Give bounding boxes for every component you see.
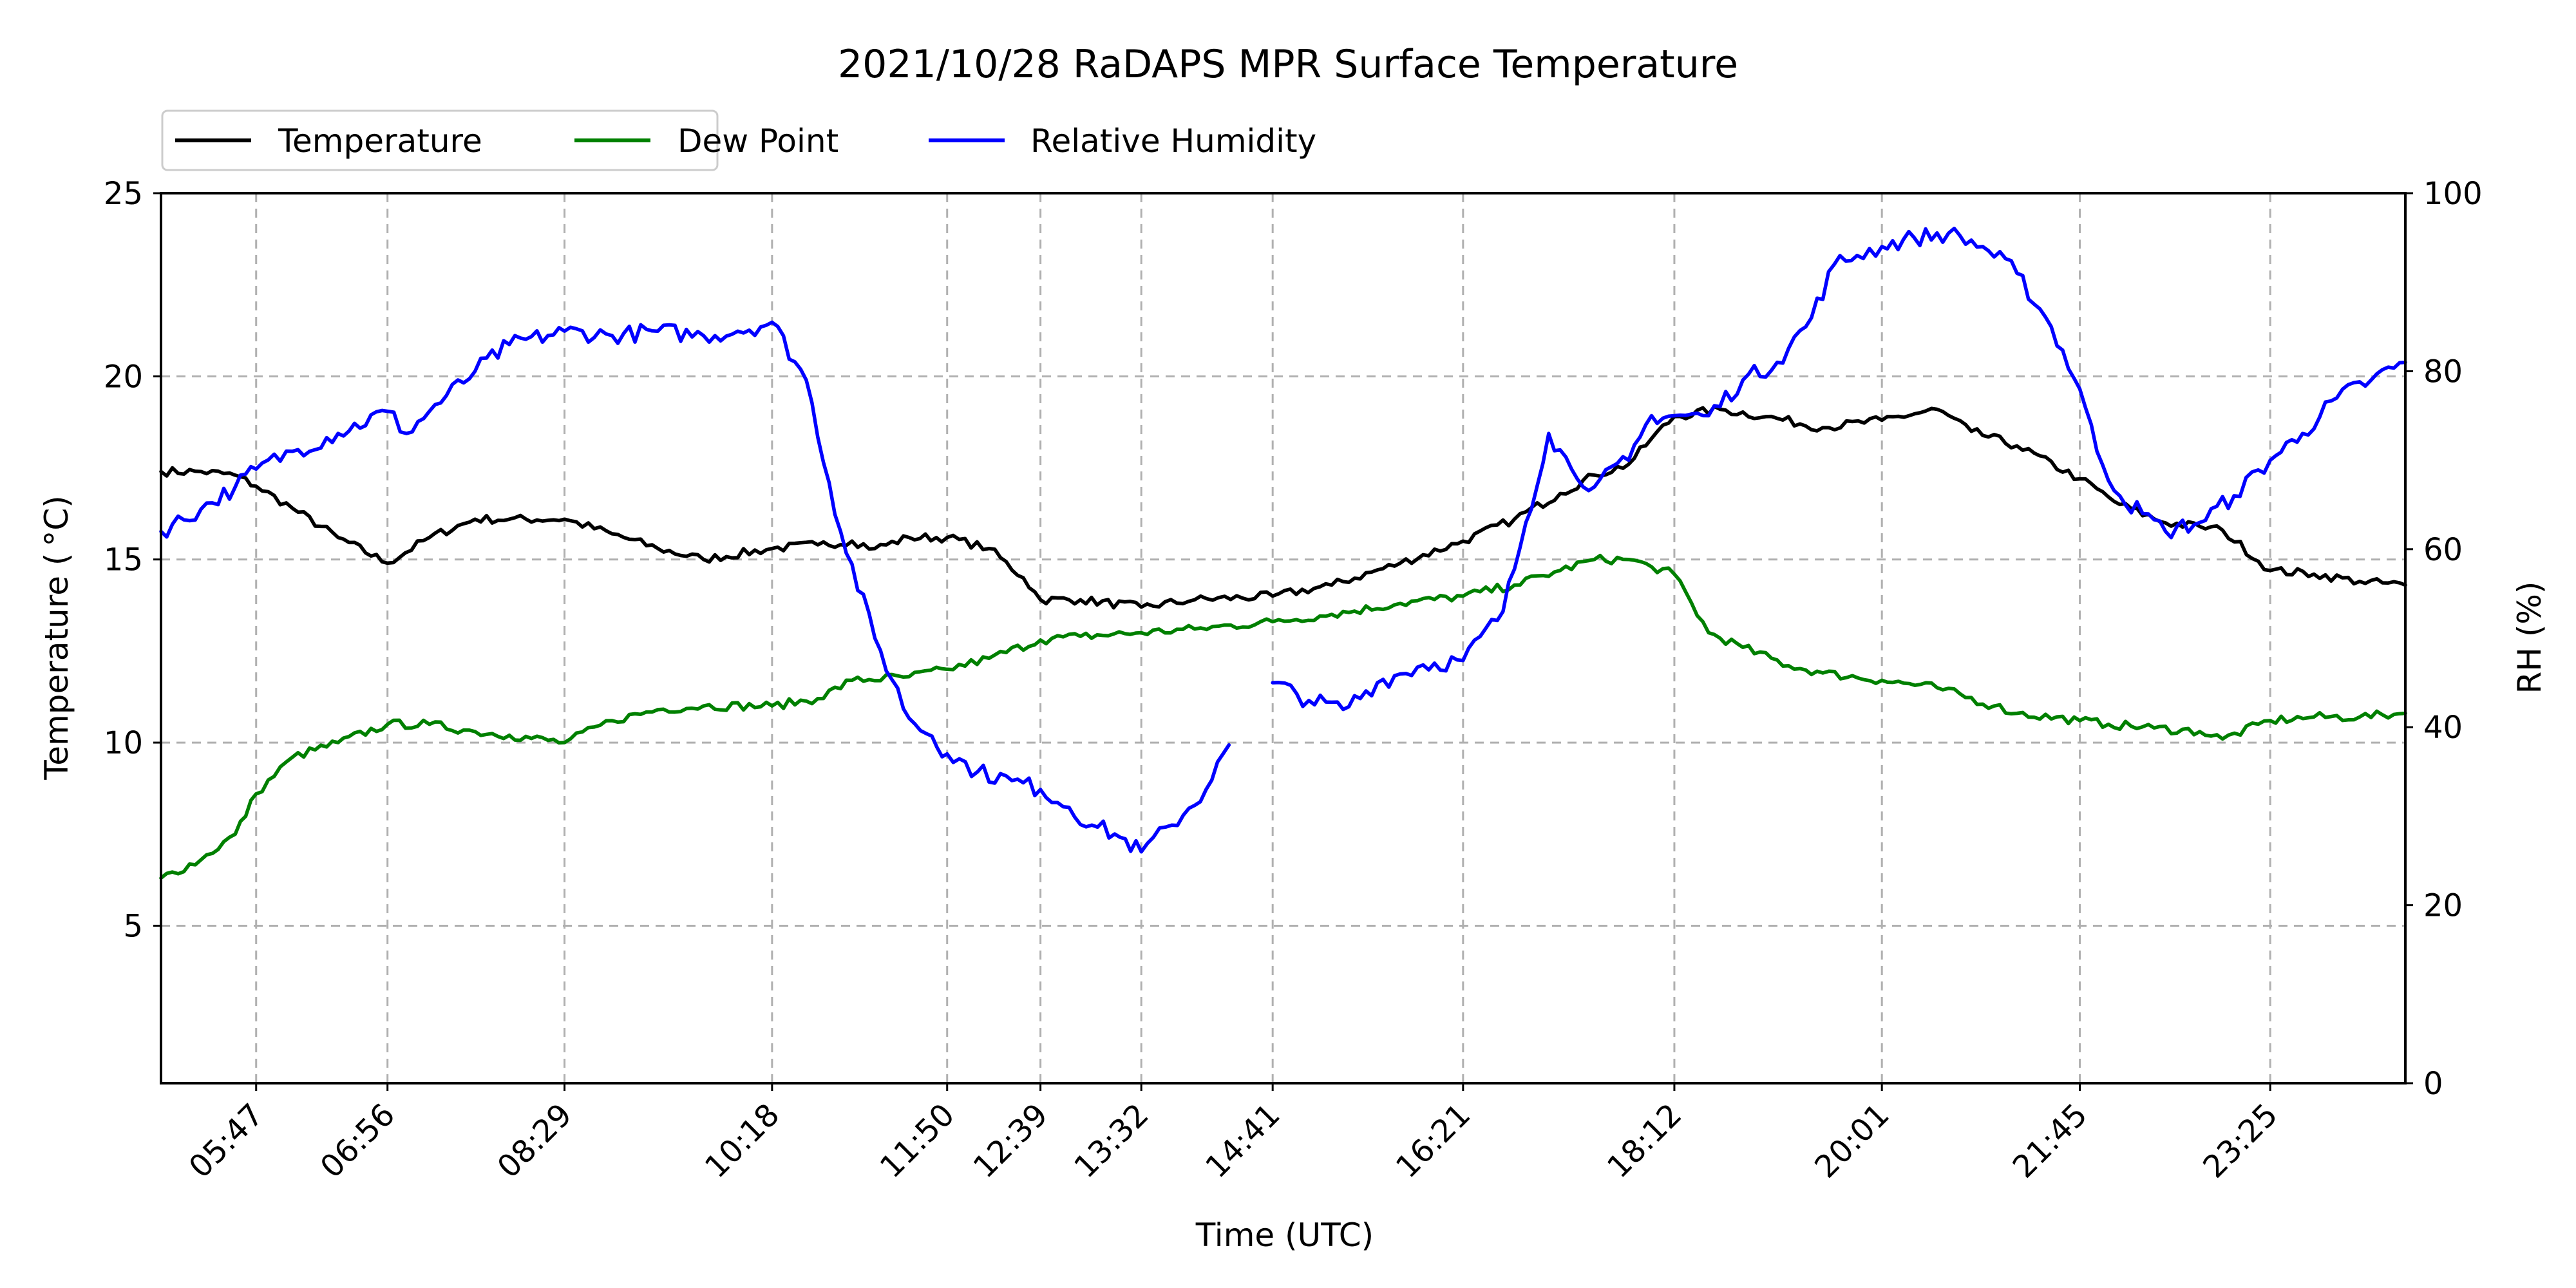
legend-box [161, 109, 719, 171]
y-right-tick-label: 0 [2423, 1066, 2443, 1102]
y-left-tick-label: 10 [104, 725, 143, 761]
y-left-tick-label: 5 [123, 908, 143, 944]
y-right-tick-label: 40 [2423, 710, 2463, 746]
y-left-tick-label: 15 [104, 542, 143, 578]
series-line-temperature [159, 404, 2407, 610]
y-right-tick-label: 20 [2423, 888, 2463, 924]
y-axis-left-label: Temperature ( °C) [38, 495, 75, 781]
y-left-tick-label: 25 [104, 176, 143, 212]
y-axis-right-label: RH (%) [2511, 582, 2548, 694]
y-right-tick-label: 100 [2423, 176, 2483, 212]
legend-label: Temperature [278, 122, 482, 160]
y-right-tick-label: 60 [2423, 532, 2463, 568]
legend-label: Dew Point [677, 122, 838, 160]
y-right-tick-label: 80 [2423, 354, 2463, 390]
series-line-dew-point [159, 553, 2407, 880]
x-axis-label: Time (UTC) [1195, 1217, 1374, 1254]
legend: Temperature Dew Point Relative Humidity [161, 109, 1316, 171]
legend-label: Relative Humidity [1030, 122, 1316, 160]
y-left-tick-label: 20 [104, 359, 143, 395]
series-line-relative-humidity [159, 226, 2407, 854]
plot-frame [160, 192, 2407, 1084]
series-layer [159, 226, 2407, 880]
chart-title: 2021/10/28 RaDAPS MPR Surface Temperatur… [838, 42, 1738, 87]
